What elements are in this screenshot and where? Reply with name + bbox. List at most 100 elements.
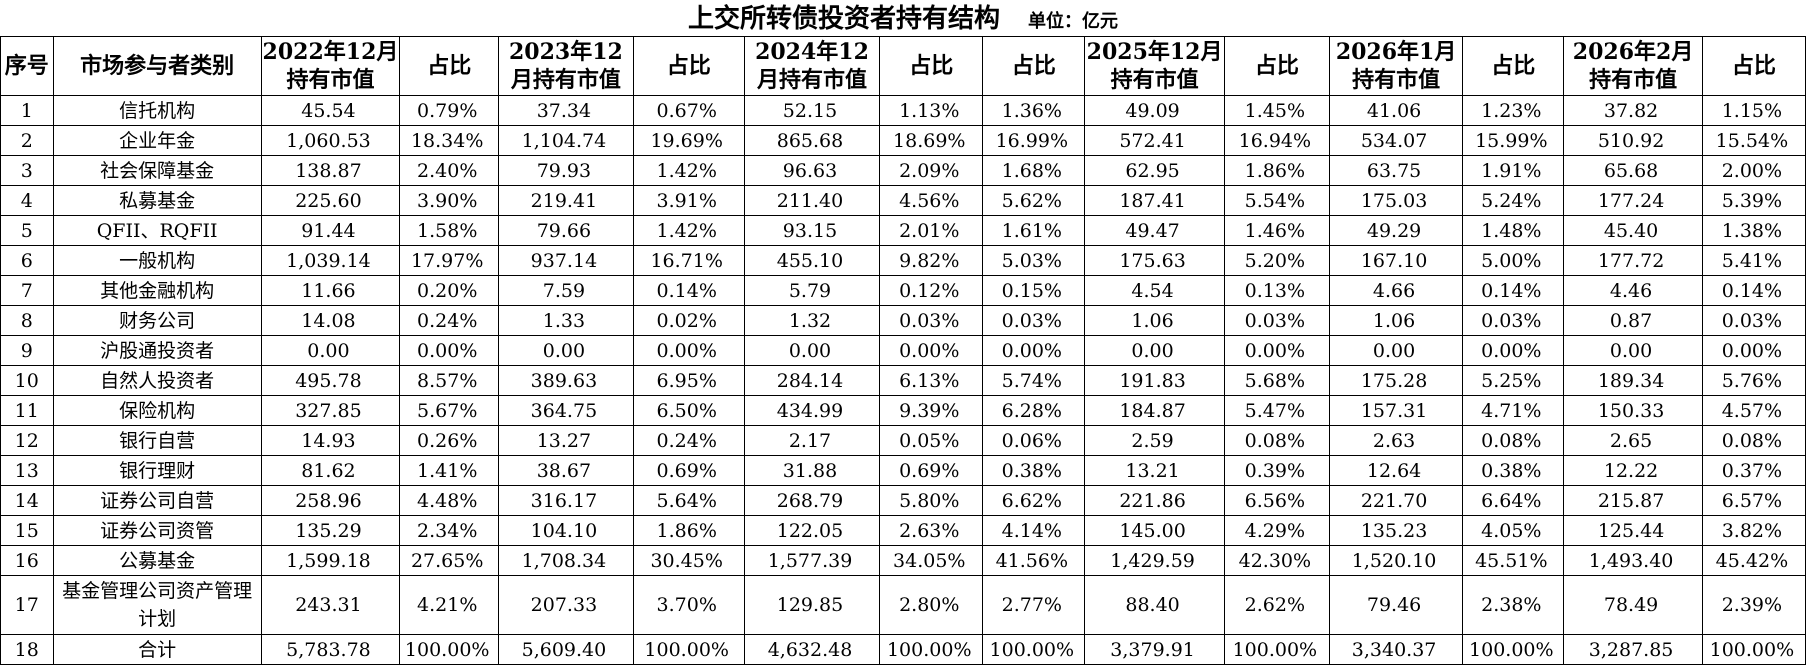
value-cell: 268.79 [743,485,881,516]
row-index-cell: 6 [0,245,54,276]
value-cell: 6.56% [1223,485,1330,516]
header-cell: 占比 [982,36,1086,96]
table-row: 15 证券公司资管 135.29 2.34% 104.10 1.86% 122.05 2.63… [0,515,1806,546]
share-cell: 1.58% [399,215,500,246]
category-cell: QFII、RQFII [52,215,262,246]
value-cell: 0.00 [743,335,881,366]
row-index-cell: 1 [0,95,54,126]
value-cell: 434.99 [743,395,881,426]
value-cell: 14.08 [260,305,401,336]
share-cell: 0.20% [399,275,500,306]
value-cell: 5,783.78 [260,634,401,665]
share-cell: 1.41% [399,455,500,486]
value-cell: 327.85 [260,395,401,426]
category-cell: 证券公司自营 [52,485,262,516]
table-row: 11 保险机构 327.85 5.67% 364.75 6.50% 434.99 9.39% 6… [0,395,1806,426]
category-cell: 财务公司 [52,305,262,336]
row-index-cell: 11 [0,395,54,426]
share-cell: 5.64% [632,485,745,516]
table-row: 3 社会保障基金 138.87 2.40% 79.93 1.42% 96.63 2.09% 1.… [0,155,1806,186]
value-cell: 0.03% [1701,305,1806,336]
share-cell: 1.36% [982,95,1086,126]
share-cell: 1,520.10 [1328,545,1464,576]
value-cell: 13.27 [498,425,634,456]
share-cell: 5.62% [982,185,1086,216]
value-cell: 0.08% [1223,425,1330,456]
category-cell: 公募基金 [52,545,262,576]
value-cell: 100.00% [1701,634,1806,665]
share-cell: 34.05% [879,545,984,576]
row-index-cell: 13 [0,455,54,486]
share-cell: 16.99% [982,125,1086,156]
value-cell: 4.71% [1462,395,1565,426]
header-row: 序号 市场参与者类别 2022年12月持有市值 占比 2023年12月持有市值 … [0,36,1806,96]
share-cell: 1.06 [1328,305,1464,336]
share-cell: 100.00% [632,634,745,665]
value-cell: 1,060.53 [260,125,401,156]
value-cell: 37.34 [498,95,634,126]
share-cell: 0.00% [399,335,500,366]
share-cell: 18.69% [879,125,984,156]
table-row: 12 银行自营 14.93 0.26% 13.27 0.24% 2.17 0.05% 0.06%… [0,425,1806,456]
category-cell: 沪股通投资者 [52,335,262,366]
table-row: 5 QFII、RQFII 91.44 1.58% 79.66 1.42% 93.15 2.01… [0,215,1806,246]
table-row: 9 沪股通投资者 0.00 0.00% 0.00 0.00% 0.00 0.00% 0.00% 0… [0,335,1806,366]
value-cell: 1.15% [1701,95,1806,126]
category-cell: 信托机构 [52,95,262,126]
row-index-cell: 8 [0,305,54,336]
category-cell: 保险机构 [52,395,262,426]
value-cell: 11.66 [260,275,401,306]
share-cell: 0.00 [1563,335,1703,366]
value-cell: 135.29 [260,515,401,546]
share-cell: 0.05% [879,425,984,456]
share-cell: 0.24% [399,305,500,336]
value-cell: 937.14 [498,245,634,276]
header-cell: 序号 [0,36,54,96]
share-cell: 2.65 [1563,425,1703,456]
share-cell: 0.26% [399,425,500,456]
share-cell: 0.02% [632,305,745,336]
header-cell: 占比 [1701,36,1806,96]
share-cell: 3.91% [632,185,745,216]
row-index-cell: 17 [0,575,54,635]
share-cell: 41.06 [1328,95,1464,126]
category-cell: 自然人投资者 [52,365,262,396]
share-cell: 215.87 [1563,485,1703,516]
share-cell: 2.63% [879,515,984,546]
value-cell: 1.38% [1701,215,1806,246]
share-cell: 4.54 [1084,275,1225,306]
share-cell: 177.72 [1563,245,1703,276]
header-cell: 占比 [399,36,500,96]
share-cell: 221.86 [1084,485,1225,516]
share-cell: 1,429.59 [1084,545,1225,576]
share-cell: 100.00% [982,634,1086,665]
value-cell: 15.54% [1701,125,1806,156]
value-cell: 129.85 [743,575,881,635]
share-cell: 1.42% [632,215,745,246]
value-cell: 16.94% [1223,125,1330,156]
value-cell: 42.30% [1223,545,1330,576]
row-index-cell: 5 [0,215,54,246]
share-cell: 4.66 [1328,275,1464,306]
header-cell: 2026年2月持有市值 [1563,36,1703,96]
table-row: 1 信托机构 45.54 0.79% 37.34 0.67% 52.15 1.13% 1.36%… [0,95,1806,126]
share-cell: 2.34% [399,515,500,546]
value-cell: 0.00 [498,335,634,366]
value-cell: 4.57% [1701,395,1806,426]
value-cell: 316.17 [498,485,634,516]
table-title: 上交所转债投资者持有结构 [687,4,1000,34]
value-cell: 5.76% [1701,365,1806,396]
share-cell: 63.75 [1328,155,1464,186]
share-cell: 37.82 [1563,95,1703,126]
share-cell: 221.70 [1328,485,1464,516]
share-cell: 79.46 [1328,575,1464,635]
share-cell: 2.80% [879,575,984,635]
share-cell: 572.41 [1084,125,1225,156]
share-cell: 4.21% [399,575,500,635]
value-cell: 0.14% [1701,275,1806,306]
table-row: 8 财务公司 14.08 0.24% 1.33 0.02% 1.32 0.03% 0.03% 1.… [0,305,1806,336]
value-cell: 364.75 [498,395,634,426]
value-cell: 1.32 [743,305,881,336]
share-cell: 12.22 [1563,455,1703,486]
share-cell: 78.49 [1563,575,1703,635]
